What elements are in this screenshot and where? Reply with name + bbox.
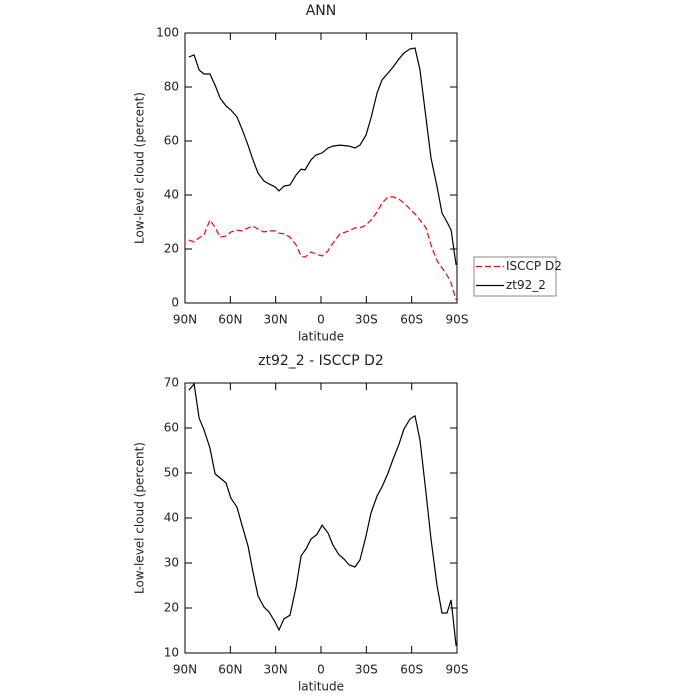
y-tick-label: 80 (164, 80, 179, 94)
plot-frame (184, 32, 458, 304)
y-tick-label: 10 (164, 646, 179, 660)
x-tick-label: 30N (264, 313, 288, 327)
x-tick-label: 60S (400, 313, 423, 327)
legend-box (473, 256, 557, 297)
y-tick-label: 40 (164, 511, 179, 525)
x-tick-label: 30S (355, 313, 378, 327)
line-series (188, 47, 457, 265)
y-tick-label: 40 (164, 188, 179, 202)
x-tick-label: 60N (218, 313, 242, 327)
line-series (188, 196, 457, 301)
chart-title: zt92_2 - ISCCP D2 (258, 353, 384, 369)
y-tick-label: 20 (164, 601, 179, 615)
y-tick-label: 60 (164, 134, 179, 148)
y-tick-label: 100 (156, 26, 179, 40)
chart-title: ANN (306, 3, 337, 19)
x-tick-label: 90S (446, 663, 469, 677)
y-tick-label: 70 (164, 376, 179, 390)
y-axis-label: Low-level cloud (percent) (133, 442, 147, 594)
legend-label: zt92_2 (506, 278, 546, 292)
y-tick-label: 30 (164, 556, 179, 570)
y-tick-label: 50 (164, 466, 179, 480)
x-tick-label: 0 (317, 663, 325, 677)
x-tick-label: 30S (355, 663, 378, 677)
line-series (188, 382, 457, 646)
x-tick-label: 30N (264, 663, 288, 677)
x-tick-label: 90S (446, 313, 469, 327)
legend-label: ISCCP D2 (506, 259, 562, 273)
x-tick-label: 0 (317, 313, 325, 327)
x-tick-label: 90N (173, 313, 197, 327)
y-tick-label: 20 (164, 242, 179, 256)
y-tick-label: 60 (164, 421, 179, 435)
x-axis-label: latitude (298, 330, 344, 344)
x-tick-label: 60S (400, 663, 423, 677)
x-tick-label: 60N (218, 663, 242, 677)
x-axis-label: latitude (298, 680, 344, 694)
y-axis-label: Low-level cloud (percent) (133, 92, 147, 244)
y-tick-label: 0 (171, 296, 179, 310)
x-tick-label: 90N (173, 663, 197, 677)
